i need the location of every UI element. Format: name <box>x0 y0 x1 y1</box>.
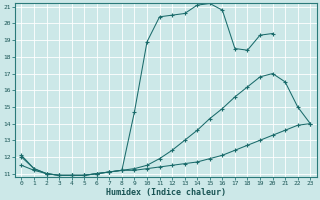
X-axis label: Humidex (Indice chaleur): Humidex (Indice chaleur) <box>106 188 226 197</box>
